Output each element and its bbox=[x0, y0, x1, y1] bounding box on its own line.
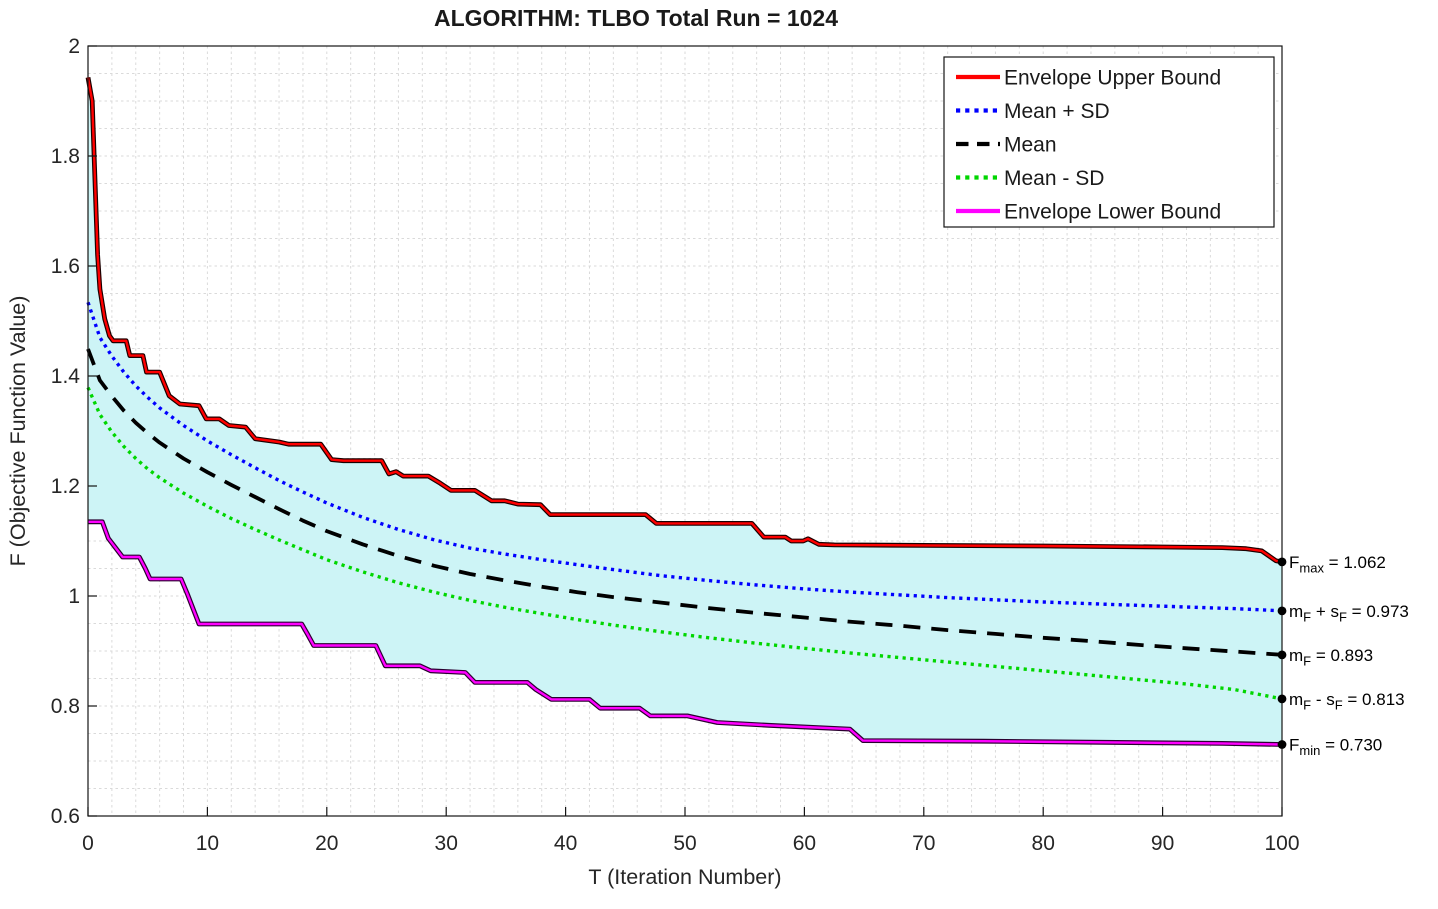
annotation-text: mF + sF = 0.973 bbox=[1289, 602, 1409, 625]
legend-entry-label: Mean bbox=[1004, 134, 1057, 157]
x-tick-label: 70 bbox=[912, 832, 935, 855]
annotation-marker-dot bbox=[1277, 694, 1287, 704]
y-tick-label: 1.2 bbox=[51, 475, 80, 498]
end-value-annotations: Fmax = 1.062 mF + sF = 0.973 mF = 0.893 mF … bbox=[1277, 553, 1409, 759]
y-tick-label: 2 bbox=[68, 35, 80, 58]
series-line-envelope-lower-bound bbox=[88, 520, 1283, 746]
x-axis-label: T (Iteration Number) bbox=[588, 865, 781, 889]
legend-entry-label: Mean - SD bbox=[1004, 167, 1104, 190]
y-tick-label: 0.6 bbox=[51, 805, 80, 828]
y-axis-label: F (Objective Function Value) bbox=[6, 296, 30, 567]
annotation-text: Fmax = 1.062 bbox=[1289, 553, 1386, 576]
x-tick-label: 80 bbox=[1032, 832, 1055, 855]
annotation-marker-dot bbox=[1277, 740, 1287, 749]
legend-entry-label: Mean + SD bbox=[1004, 100, 1110, 123]
axis-ticks bbox=[87, 45, 1283, 817]
y-tick-label: 1 bbox=[68, 585, 80, 608]
legend-entry-label: Envelope Upper Bound bbox=[1004, 67, 1221, 90]
legend: Envelope Upper Bound Mean + SD Mean Mean - … bbox=[943, 56, 1275, 228]
tick-labels: 0 10 20 30 40 50 60 70 80 90 100 0.6 0.8 1 1.2 1.4 1.6 1.… bbox=[51, 35, 1300, 855]
annotation-text: mF = 0.893 bbox=[1289, 646, 1373, 669]
y-tick-label: 1.4 bbox=[51, 365, 81, 388]
annotation-text: mF - sF = 0.813 bbox=[1289, 690, 1405, 713]
x-tick-label: 60 bbox=[793, 832, 816, 855]
annotation-marker-dot bbox=[1277, 650, 1287, 660]
series-line-mean-sd bbox=[86, 386, 1283, 701]
series-line-envelope-upper-bound bbox=[86, 77, 1283, 564]
annotation-marker-dot bbox=[1277, 557, 1287, 567]
x-tick-label: 90 bbox=[1151, 832, 1174, 855]
series-line-mean bbox=[86, 348, 1283, 657]
grid-lines bbox=[88, 46, 1282, 816]
y-tick-label: 1.8 bbox=[51, 145, 80, 168]
x-tick-label: 0 bbox=[82, 832, 94, 855]
legend-entry-label: Envelope Lower Bound bbox=[1004, 201, 1221, 224]
x-tick-label: 30 bbox=[435, 832, 458, 855]
x-tick-label: 40 bbox=[554, 832, 577, 855]
chart-title: ALGORITHM: TLBO Total Run = 1024 bbox=[434, 5, 838, 31]
x-tick-label: 50 bbox=[673, 832, 696, 855]
annotation-marker-dot bbox=[1277, 606, 1287, 616]
x-tick-label: 20 bbox=[315, 832, 338, 855]
x-tick-label: 100 bbox=[1264, 832, 1299, 855]
x-tick-label: 10 bbox=[196, 832, 219, 855]
annotation-text: Fmin = 0.730 bbox=[1289, 736, 1382, 759]
y-tick-label: 0.8 bbox=[51, 695, 80, 718]
y-tick-label: 1.6 bbox=[51, 255, 80, 278]
